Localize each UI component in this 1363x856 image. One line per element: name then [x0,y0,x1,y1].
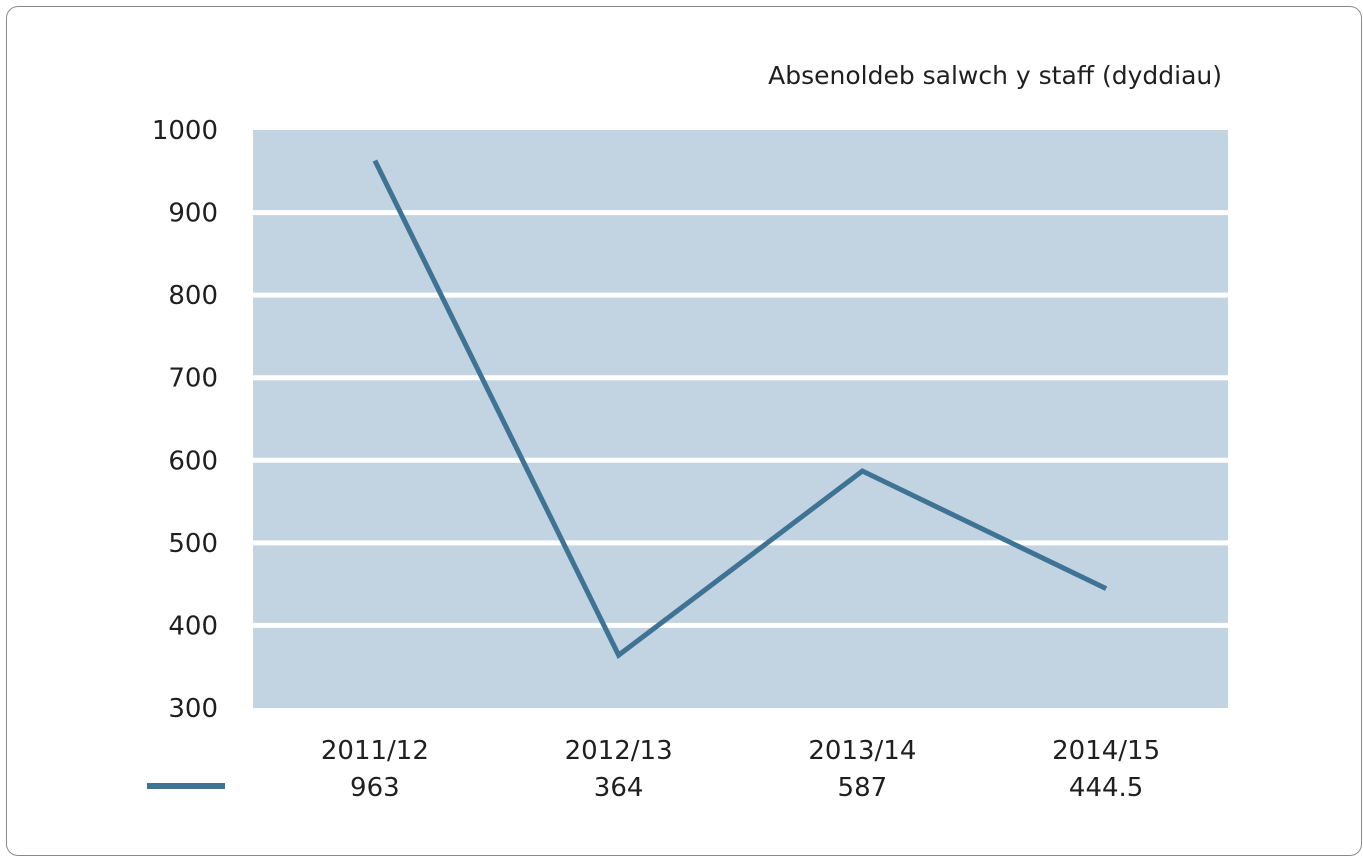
x-tick-label: 2012/13 [565,736,673,766]
y-tick-label: 600 [168,446,218,476]
data-value-label: 364 [594,773,644,803]
y-tick-label: 300 [168,694,218,724]
series-line [372,159,1108,659]
y-tick-label: 700 [168,364,218,394]
value-labels: 963 364 587 444.5 [350,773,1143,803]
x-tick-label: 2011/12 [321,736,429,766]
data-value-label: 444.5 [1069,773,1143,803]
x-axis-labels: 2011/12 2012/13 2013/14 2014/15 [321,736,1160,766]
y-axis-ticks: 300 400 500 600 700 800 900 1000 [152,116,218,724]
x-tick-label: 2013/14 [808,736,916,766]
y-tick-label: 1000 [152,116,218,146]
y-tick-label: 400 [168,611,218,641]
y-tick-label: 500 [168,529,218,559]
data-value-label: 587 [838,773,888,803]
x-tick-label: 2014/15 [1052,736,1160,766]
plot-area [253,130,1228,708]
gridlines [253,210,1228,628]
chart-title: Absenoldeb salwch y staff (dyddiau) [768,61,1222,90]
y-tick-label: 800 [168,281,218,311]
y-tick-label: 900 [168,199,218,229]
data-value-label: 963 [350,773,400,803]
